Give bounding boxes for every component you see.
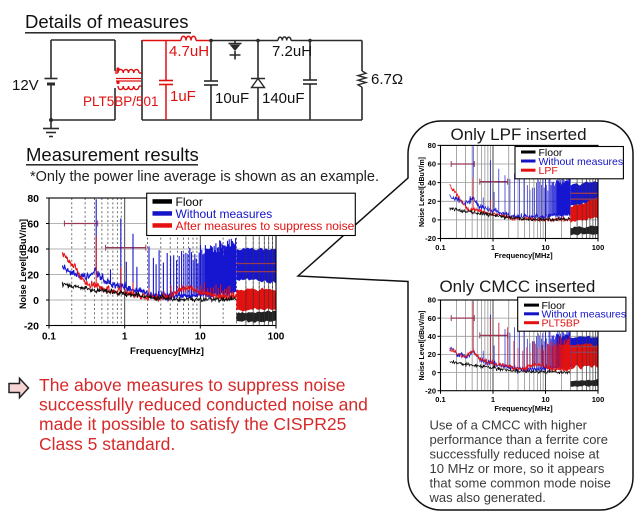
svg-text:Without measures: Without measures [176, 207, 273, 221]
svg-text:successfully reduced noise at: successfully reduced noise at [430, 447, 600, 462]
svg-text:80: 80 [428, 296, 436, 305]
svg-text:7.2uH: 7.2uH [272, 43, 312, 60]
svg-text:Only LPF inserted: Only LPF inserted [450, 125, 586, 144]
svg-text:0: 0 [432, 368, 436, 377]
svg-text:Noise Level[dBuV/m]: Noise Level[dBuV/m] [419, 157, 426, 227]
svg-text:80: 80 [428, 141, 436, 150]
svg-text:140uF: 140uF [262, 90, 305, 107]
svg-text:Noise Level[dBuV/m]: Noise Level[dBuV/m] [419, 310, 426, 380]
svg-text:40: 40 [428, 332, 436, 341]
svg-text:40: 40 [27, 244, 39, 256]
svg-text:-20: -20 [24, 320, 39, 332]
svg-text:Floor: Floor [176, 195, 203, 209]
svg-text:PLT5BP: PLT5BP [542, 318, 580, 330]
svg-text:Details of measures: Details of measures [25, 11, 188, 32]
svg-text:6.7Ω: 6.7Ω [371, 71, 403, 88]
svg-text:performance than a ferrite cor: performance than a ferrite core [430, 432, 608, 447]
svg-text:-20: -20 [425, 386, 436, 395]
svg-text:that some common mode noise: that some common mode noise [430, 476, 611, 491]
svg-text:Frequency[MHz]: Frequency[MHz] [494, 404, 553, 413]
svg-text:was also generated.: was also generated. [429, 490, 546, 505]
svg-text:0.1: 0.1 [435, 243, 445, 252]
svg-text:LPF: LPF [539, 165, 558, 177]
svg-text:Frequency[MHz]: Frequency[MHz] [130, 346, 204, 357]
svg-text:Floor: Floor [539, 147, 563, 159]
svg-text:0.1: 0.1 [435, 395, 445, 404]
svg-text:0: 0 [432, 216, 436, 225]
svg-text:20: 20 [27, 269, 39, 281]
svg-text:1: 1 [122, 332, 128, 343]
svg-text:*Only the power line average i: *Only the power line average is shown as… [30, 169, 379, 185]
svg-text:After measures to suppress noi: After measures to suppress noise [176, 219, 355, 233]
svg-text:10: 10 [541, 243, 549, 252]
svg-text:0: 0 [33, 295, 39, 307]
svg-text:100: 100 [592, 243, 605, 252]
svg-text:100: 100 [592, 395, 605, 404]
svg-text:Use of a CMCC with higher: Use of a CMCC with higher [430, 418, 588, 433]
svg-text:0.1: 0.1 [42, 332, 56, 343]
svg-text:100: 100 [268, 332, 285, 343]
svg-text:Frequency[MHz]: Frequency[MHz] [494, 251, 553, 260]
svg-text:Noise Level[dBuV/m]: Noise Level[dBuV/m] [18, 219, 28, 309]
svg-text:10 MHz or more, so it appears: 10 MHz or more, so it appears [430, 461, 605, 476]
svg-text:12V: 12V [12, 77, 39, 94]
svg-text:Without measures: Without measures [542, 309, 627, 321]
svg-text:1uF: 1uF [170, 88, 196, 105]
svg-text:20: 20 [428, 197, 436, 206]
svg-text:60: 60 [27, 218, 39, 230]
svg-text:60: 60 [428, 314, 436, 323]
svg-text:40: 40 [428, 178, 436, 187]
svg-text:10: 10 [541, 395, 549, 404]
svg-text:The above measures to suppress: The above measures to suppress noise [39, 375, 345, 395]
svg-text:Measurement results: Measurement results [26, 144, 199, 165]
svg-text:made it possible to satisfy th: made it possible to satisfy the CISPR25 [39, 414, 346, 434]
svg-text:PLT5BP/501: PLT5BP/501 [83, 94, 159, 109]
svg-text:20: 20 [428, 350, 436, 359]
svg-text:Only CMCC inserted: Only CMCC inserted [439, 277, 595, 296]
svg-text:4.7uH: 4.7uH [169, 43, 209, 60]
svg-text:Class 5 standard.: Class 5 standard. [39, 434, 175, 454]
svg-text:80: 80 [27, 193, 39, 205]
svg-text:1: 1 [491, 243, 495, 252]
svg-text:60: 60 [428, 160, 436, 169]
svg-text:10uF: 10uF [215, 90, 249, 107]
svg-text:1: 1 [491, 395, 495, 404]
svg-text:Without measures: Without measures [539, 156, 624, 168]
svg-text:10: 10 [195, 332, 207, 343]
svg-text:successfully reduced conducted: successfully reduced conducted noise and [39, 395, 368, 415]
svg-text:Floor: Floor [542, 300, 566, 312]
svg-text:-20: -20 [425, 234, 436, 243]
